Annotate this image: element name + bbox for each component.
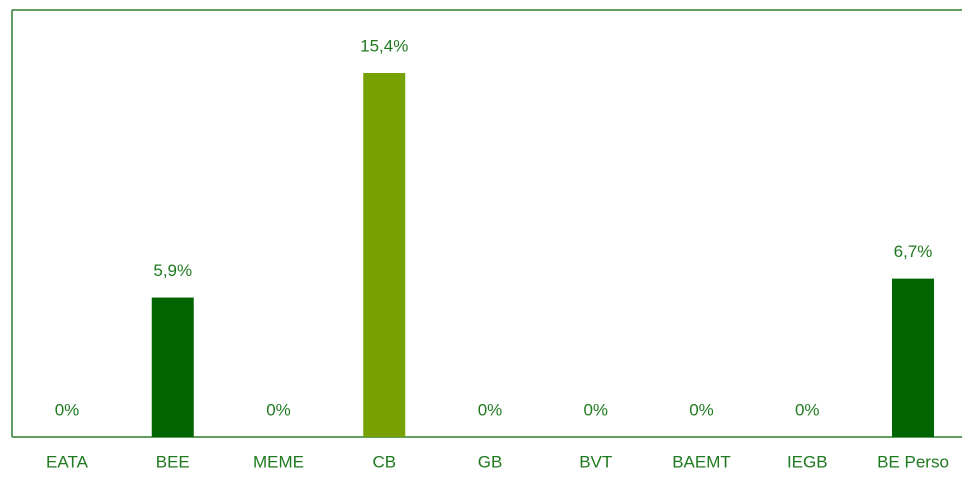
x-tick-label: BEE bbox=[156, 452, 190, 471]
x-tick-label: EATA bbox=[46, 452, 89, 471]
x-tick-label: MEME bbox=[253, 452, 304, 471]
x-tick-label: IEGB bbox=[787, 452, 828, 471]
value-label: 6,7% bbox=[894, 242, 933, 261]
value-label: 15,4% bbox=[360, 36, 408, 55]
x-tick-label: BE Perso bbox=[877, 452, 949, 471]
value-label: 0% bbox=[55, 400, 80, 419]
x-tick-label: BVT bbox=[579, 452, 612, 471]
value-label: 0% bbox=[583, 400, 608, 419]
bar bbox=[363, 73, 406, 437]
value-label: 0% bbox=[478, 400, 503, 419]
value-label: 5,9% bbox=[153, 261, 192, 280]
value-label: 0% bbox=[795, 400, 820, 419]
value-label: 0% bbox=[689, 400, 714, 419]
bar bbox=[151, 297, 194, 437]
x-tick-label: BAEMT bbox=[672, 452, 731, 471]
x-tick-label: CB bbox=[372, 452, 396, 471]
value-label: 0% bbox=[266, 400, 291, 419]
x-tick-label: GB bbox=[478, 452, 503, 471]
bar bbox=[892, 278, 934, 437]
